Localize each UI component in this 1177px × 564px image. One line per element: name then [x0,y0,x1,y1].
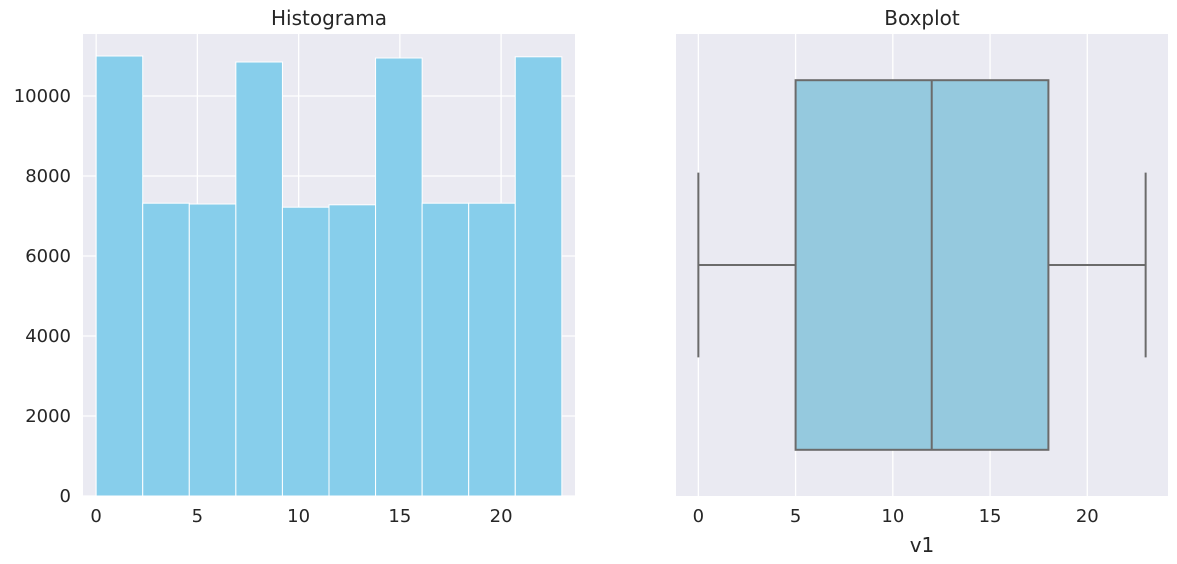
boxplot-x-ticks: 0 5 10 15 20 [693,506,1099,527]
boxplot-x-axis-label: v1 [910,533,935,557]
histogram-y-tick-label: 0 [60,486,71,507]
boxplot-panel: 0 5 10 15 20 Boxplot v1 [676,6,1168,557]
histogram-y-tick-label: 4000 [25,326,71,347]
boxplot-box [794,79,1050,451]
boxplot-x-tick-label: 0 [693,506,704,527]
histogram-y-ticks: 0 2000 4000 6000 8000 10000 [14,86,71,507]
histogram-bar [468,202,516,497]
histogram-bar [235,61,283,497]
histogram-x-tick-label: 20 [490,506,513,527]
boxplot-x-tick-label: 5 [790,506,801,527]
histogram-y-tick-label: 8000 [25,166,71,187]
boxplot-x-tick-label: 15 [979,506,1002,527]
histogram-bar [375,57,423,497]
histogram-bar [328,204,377,497]
histogram-y-tick-label: 10000 [14,86,71,107]
histogram-x-tick-label: 10 [287,506,310,527]
histogram-bar [281,206,330,497]
boxplot-x-tick-label: 10 [881,506,904,527]
histogram-title: Histograma [271,6,387,30]
histogram-y-tick-label: 6000 [25,246,71,267]
histogram-panel: 0 5 10 15 20 0 2000 4000 6000 8000 10000 Histogra… [14,6,575,527]
histogram-x-tick-label: 15 [388,506,411,527]
histogram-bar [188,203,237,497]
histogram-y-tick-label: 2000 [25,406,71,427]
histogram-x-tick-label: 5 [192,506,203,527]
histogram-bar [514,56,563,497]
histogram-bars [95,55,563,497]
histogram-bar [142,202,190,497]
histogram-bar [421,202,470,497]
histogram-bar [95,55,144,497]
histogram-x-tick-label: 0 [90,506,101,527]
boxplot-x-tick-label: 20 [1076,506,1099,527]
boxplot-shapes [697,79,1147,451]
boxplot-title: Boxplot [884,6,960,30]
histogram-x-ticks: 0 5 10 15 20 [90,506,512,527]
